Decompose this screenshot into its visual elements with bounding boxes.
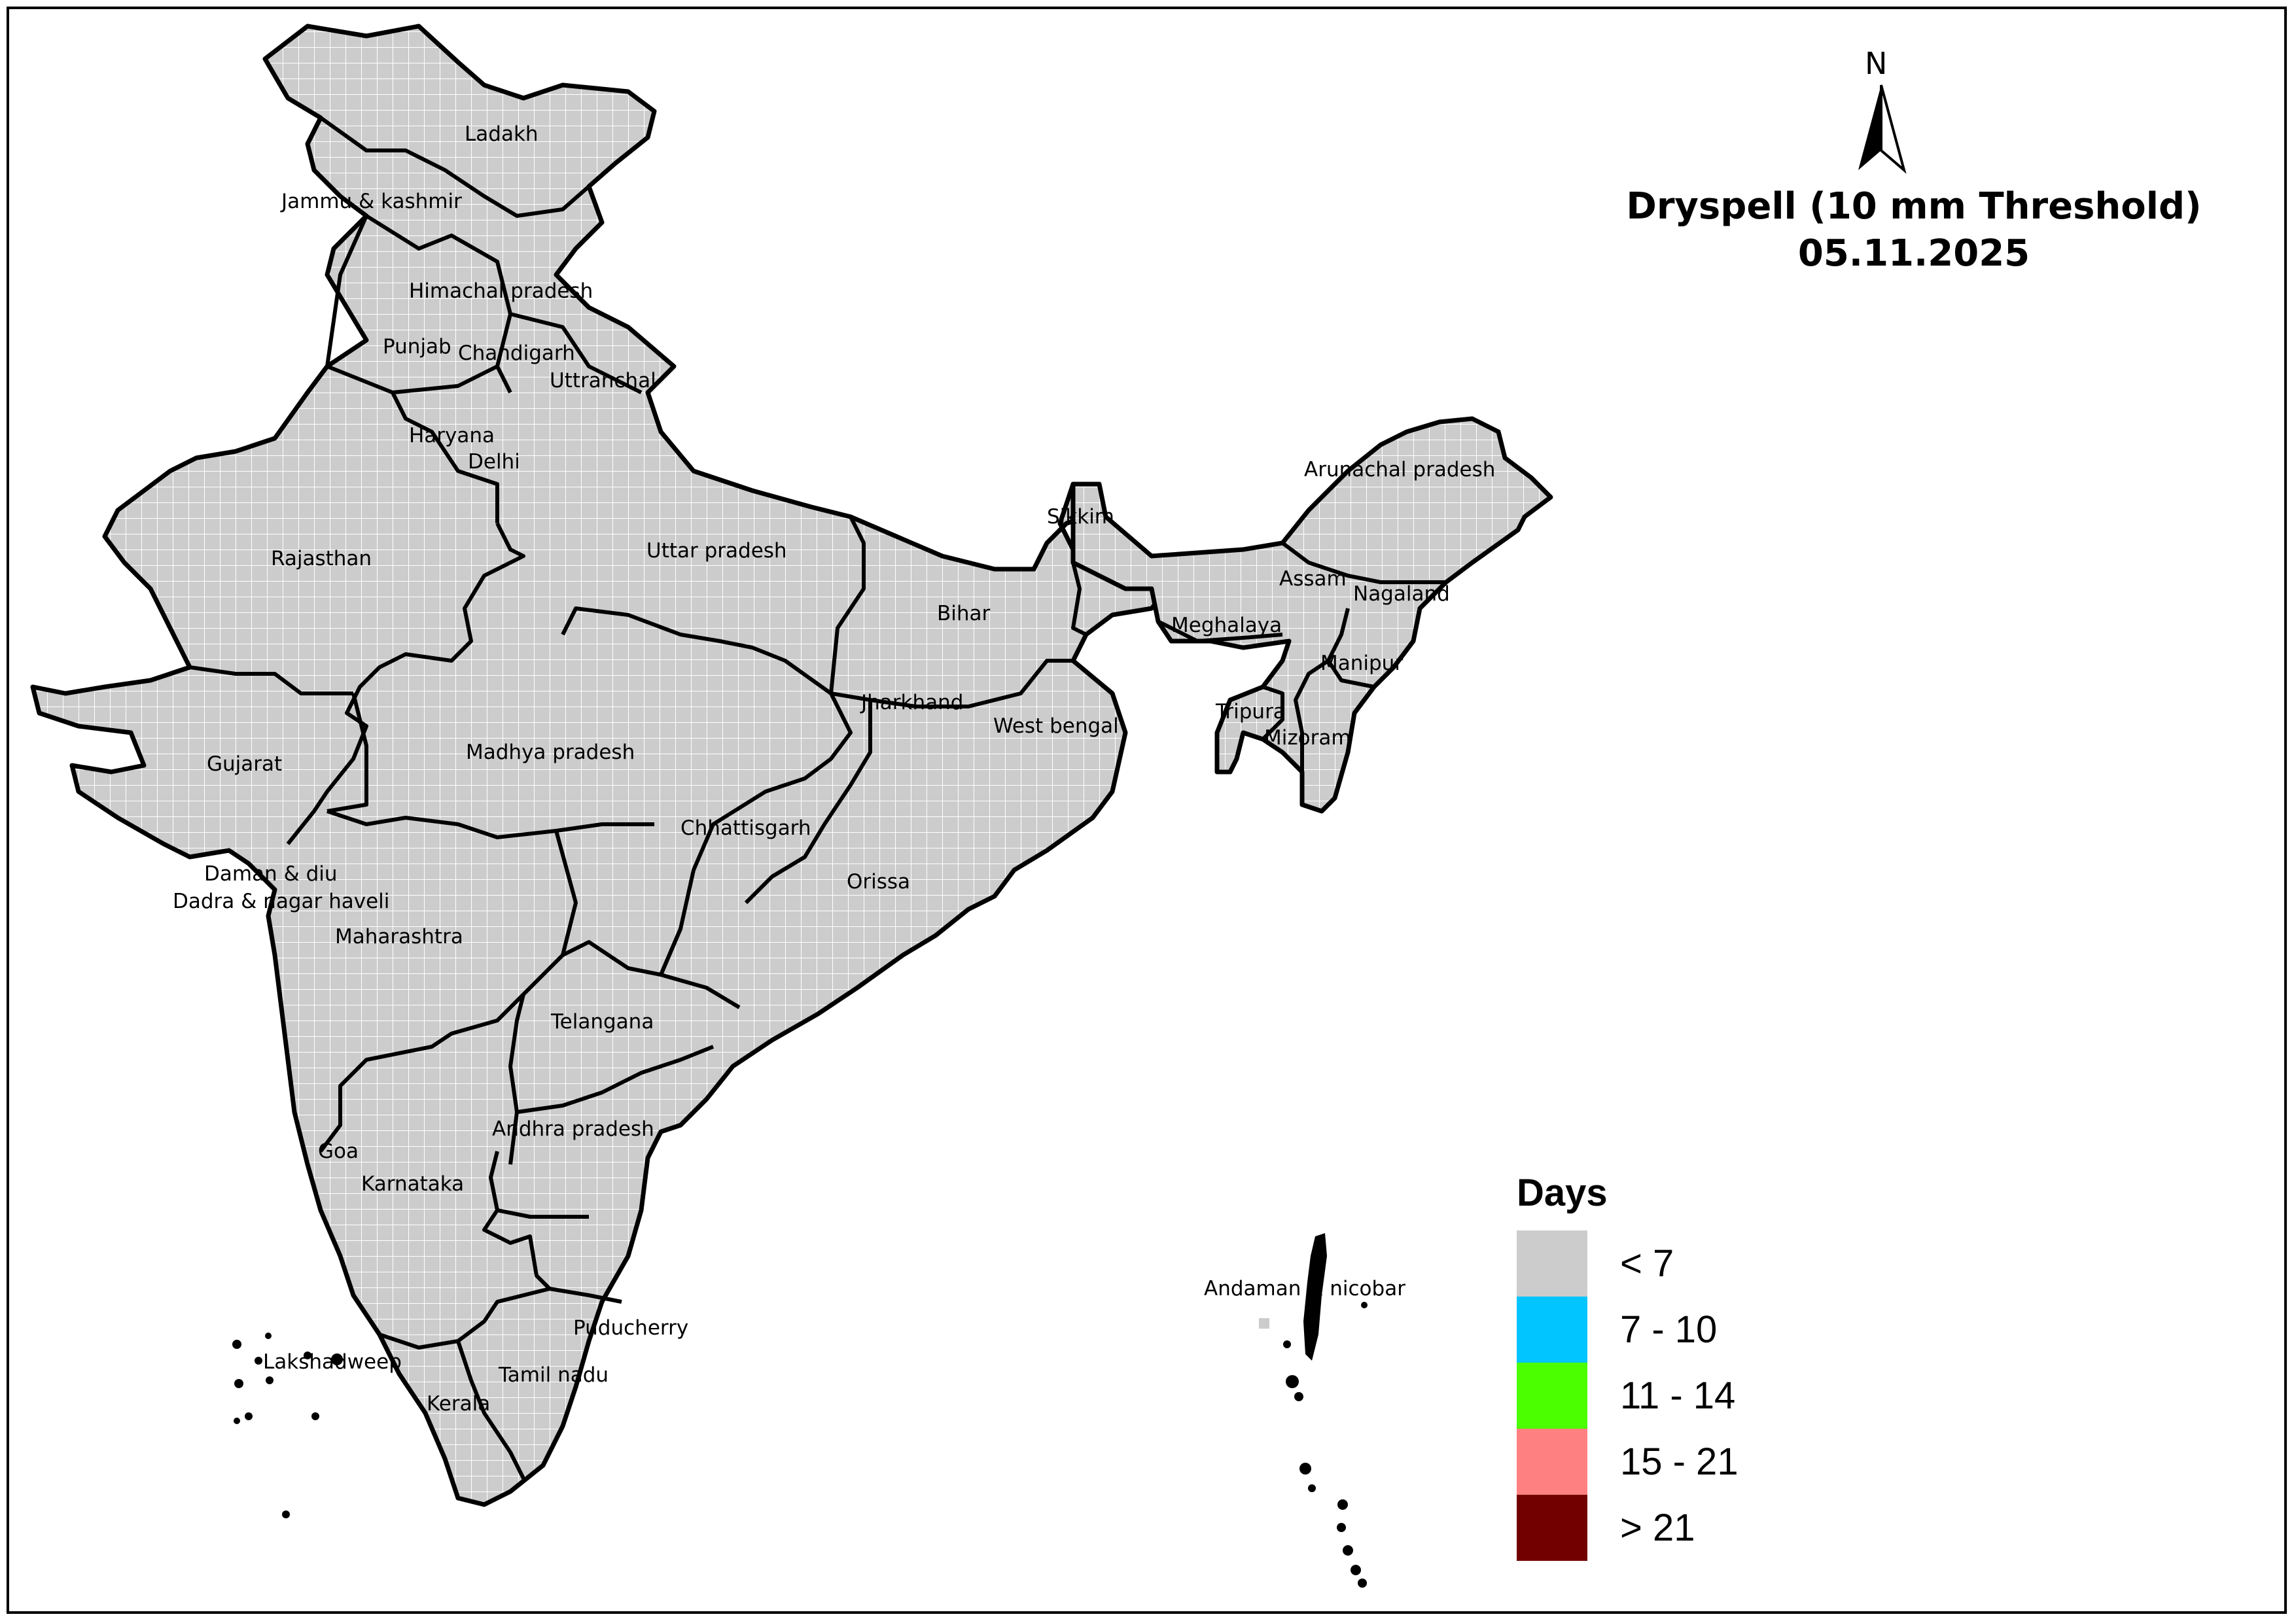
state-label: Andaman & nicobar	[1204, 1277, 1405, 1300]
legend-item: < 7	[1517, 1230, 1739, 1297]
state-label: Tripura	[1215, 700, 1286, 724]
state-label: Chandigarh	[458, 341, 575, 365]
india-mainland	[30, 24, 1180, 1507]
state-label: Rajasthan	[271, 547, 372, 570]
state-label: Meghalaya	[1171, 614, 1282, 637]
legend-title: Days	[1517, 1172, 1608, 1214]
state-label: Maharashtra	[335, 925, 463, 949]
north-arrow-icon	[1858, 84, 1907, 174]
state-label: Himachal pradesh	[409, 279, 593, 303]
state-label: Nagaland	[1353, 582, 1450, 606]
legend-label: < 7	[1620, 1242, 1674, 1285]
legend-item: 15 - 21	[1517, 1429, 1739, 1495]
map-title: Dryspell (10 mm Threshold) 05.11.2025	[1505, 183, 2296, 277]
state-boundaries	[189, 116, 1446, 1480]
state-label: Telangana	[550, 1010, 654, 1034]
state-label: Ladakh	[465, 122, 539, 146]
india-northeast	[1070, 416, 1553, 814]
legend-swatch	[1517, 1429, 1587, 1495]
state-label: Dadra & nagar haveli	[173, 890, 389, 913]
legend-item: > 21	[1517, 1495, 1739, 1561]
legend-label: 11 - 14	[1620, 1374, 1736, 1417]
state-label: Orissa	[847, 870, 910, 894]
state-label: Arunachal pradesh	[1304, 458, 1495, 481]
state-label: Delhi	[468, 450, 520, 474]
legend-label: > 21	[1620, 1507, 1695, 1549]
north-arrow-label: N	[1865, 46, 1888, 81]
state-label: Jammu & kashmir	[280, 190, 462, 213]
state-label: Puducherry	[573, 1316, 688, 1340]
state-label: Uttar pradesh	[646, 539, 787, 563]
state-label: Madhya pradesh	[466, 741, 635, 764]
title-date: 05.11.2025	[1797, 232, 2030, 275]
state-labels: Ladakh Jammu & kashmir Himachal pradesh …	[173, 122, 1495, 1416]
state-label: Daman & diu	[204, 862, 338, 886]
state-label: Goa	[318, 1140, 359, 1163]
legend-item: 7 - 10	[1517, 1297, 1739, 1363]
state-label: Assam	[1279, 567, 1347, 591]
legend-swatch	[1517, 1495, 1587, 1561]
state-label: Manipur	[1320, 652, 1403, 675]
legend-swatch	[1517, 1363, 1587, 1429]
legend-label: 15 - 21	[1620, 1440, 1739, 1483]
legend-swatch	[1517, 1230, 1587, 1297]
state-label: Uttranchal	[550, 369, 656, 393]
state-label: Gujarat	[207, 752, 282, 776]
state-label: Lakshadweep	[263, 1350, 402, 1374]
state-label: Mizoram	[1264, 726, 1351, 750]
state-label: Tamil nadu	[498, 1363, 609, 1387]
title-line-1: Dryspell (10 mm Threshold)	[1626, 185, 2202, 228]
state-label: Bihar	[937, 602, 991, 625]
legend-items: < 7 7 - 10 11 - 14 15 - 21 > 21	[1517, 1230, 1739, 1561]
state-label: West bengal	[993, 714, 1119, 738]
north-arrow: N	[1845, 46, 1917, 177]
legend: Days < 7 7 - 10 11 - 14 15 - 21 > 21	[1517, 1171, 1739, 1561]
state-label: Punjab	[383, 335, 451, 358]
state-label: Sikkim	[1047, 505, 1114, 529]
lakshadweep-islands	[232, 1333, 343, 1518]
state-label: Andhra pradesh	[492, 1117, 654, 1141]
legend-label: 7 - 10	[1620, 1308, 1718, 1351]
state-label: Haryana	[409, 424, 495, 447]
andaman-nicobar-islands	[1259, 1233, 1368, 1588]
state-label: Karnataka	[361, 1172, 464, 1196]
legend-item: 11 - 14	[1517, 1363, 1739, 1429]
legend-swatch	[1517, 1297, 1587, 1363]
state-label: Kerala	[427, 1392, 490, 1416]
state-label: Jharkhand	[860, 691, 963, 714]
state-label: Chhattisgarh	[680, 816, 811, 840]
